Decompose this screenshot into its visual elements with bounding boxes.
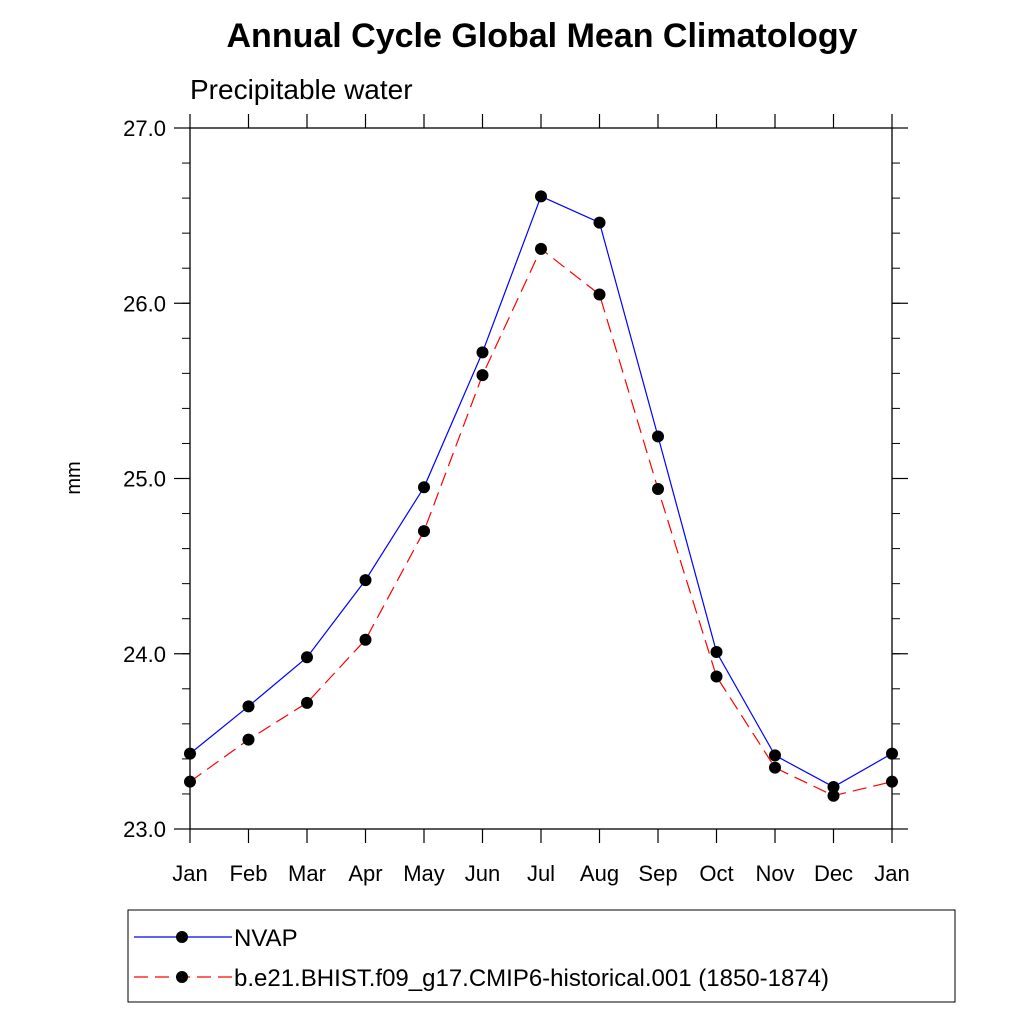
series-2-point [652, 483, 664, 496]
y-tick-label: 23.0 [123, 817, 166, 842]
x-tick-label: May [403, 861, 445, 886]
y-tick-label: 26.0 [123, 291, 166, 316]
series-2-point [476, 369, 489, 382]
x-tick-label: Aug [580, 861, 619, 886]
x-tick-label: Jun [465, 861, 500, 886]
x-tick-label: Jul [527, 861, 555, 886]
x-tick-label: Sep [638, 861, 677, 886]
x-tick-label: Feb [230, 861, 268, 886]
x-tick-label: Jan [874, 861, 909, 886]
series-1-point [886, 747, 898, 760]
series-2-point [886, 775, 898, 788]
x-tick-label: Oct [699, 861, 733, 886]
series-1-point [535, 190, 547, 203]
series-1-point [301, 651, 313, 664]
legend-label-2: b.e21.BHIST.f09_g17.CMIP6-historical.001… [234, 965, 829, 992]
series-1-point [769, 749, 781, 762]
series-2-point [184, 775, 196, 788]
series-2-point [827, 789, 840, 802]
series-1-point [827, 780, 840, 793]
series-2-point [359, 633, 372, 646]
legend-label-1: NVAP [234, 925, 298, 952]
y-axis-label: mm [63, 461, 85, 494]
x-tick-label: Apr [348, 861, 382, 886]
axis-ticks: Jan Feb Mar Apr May Jun Jul Aug Sep Oct Nov Dec Jan2… [123, 114, 910, 886]
series-1-point [184, 747, 196, 760]
legend-marker-2 [176, 971, 188, 983]
series-1-point [652, 430, 664, 443]
x-tick-label: Dec [814, 861, 853, 886]
series-1-point [476, 346, 489, 359]
series-2-point [535, 242, 547, 255]
x-tick-label: Jan [172, 861, 207, 886]
series-2-point [769, 761, 781, 774]
series-1-point [593, 216, 606, 229]
series-2-point [710, 670, 723, 683]
legend-marker-1 [176, 931, 188, 943]
series-1-point [242, 700, 255, 713]
chart-title: Annual Cycle Global Mean Climatology [227, 17, 858, 55]
x-tick-label: Mar [288, 861, 326, 886]
legend-box [127, 909, 956, 1003]
series-1-point [710, 645, 723, 658]
plot-frame [189, 127, 893, 830]
legend: NVAP b.e21.BHIST.f09_g17.CMIP6-historical… [127, 909, 956, 1003]
x-tick-label: Nov [755, 861, 794, 886]
chart-subtitle: Precipitable water [190, 74, 413, 105]
series-1-point [418, 481, 430, 494]
series-line-1 [189, 195, 893, 788]
series-2-point [301, 696, 313, 709]
series-line-2 [189, 247, 893, 797]
series-2-point [242, 733, 255, 746]
series-layer [184, 190, 898, 802]
y-tick-label: 25.0 [123, 467, 166, 492]
series-1-point [359, 574, 372, 587]
series-2-point [418, 525, 430, 538]
series-2-point [593, 288, 606, 301]
y-tick-label: 24.0 [123, 642, 166, 667]
y-tick-label: 27.0 [123, 116, 166, 141]
